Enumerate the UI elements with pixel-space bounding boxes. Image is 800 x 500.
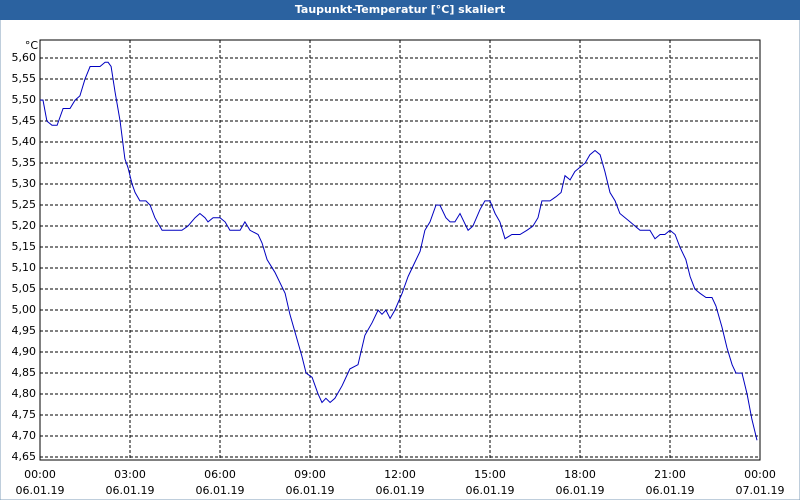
y-tick-label: 5,00 xyxy=(12,303,37,316)
x-tick-label: 00:00 xyxy=(24,468,56,481)
y-tick-label: 5,40 xyxy=(12,135,37,148)
y-tick-label: 5,45 xyxy=(12,114,37,127)
x-tick-date: 06.01.19 xyxy=(286,484,335,497)
x-tick-date: 06.01.19 xyxy=(466,484,515,497)
x-tick-label: 21:00 xyxy=(654,468,686,481)
x-tick-label: 06:00 xyxy=(204,468,236,481)
data-line xyxy=(40,61,758,441)
x-tick-date: 06.01.19 xyxy=(16,484,65,497)
y-tick-label: 4,75 xyxy=(12,408,37,421)
x-tick-label: 03:00 xyxy=(114,468,146,481)
y-tick-label: 5,25 xyxy=(12,198,37,211)
y-tick-label: 4,70 xyxy=(12,429,37,442)
y-tick-label: 5,20 xyxy=(12,219,37,232)
chart-title: Taupunkt-Temperatur [°C] skaliert xyxy=(295,3,505,16)
x-tick-label: 09:00 xyxy=(294,468,326,481)
y-tick-label: 5,30 xyxy=(12,177,37,190)
x-tick-date: 06.01.19 xyxy=(646,484,695,497)
x-tick-date: 06.01.19 xyxy=(196,484,245,497)
y-tick-label: 4,85 xyxy=(12,366,37,379)
x-tick-label: 00:00 xyxy=(744,468,776,481)
title-bar xyxy=(0,0,800,20)
x-tick-label: 12:00 xyxy=(384,468,416,481)
x-tick-date: 07.01.19 xyxy=(736,484,785,497)
grid xyxy=(39,40,761,460)
plot-frame xyxy=(39,39,761,461)
y-tick-label: 4,95 xyxy=(12,324,37,337)
y-tick-label: 5,50 xyxy=(12,93,37,106)
y-tick-label: 5,60 xyxy=(12,51,37,64)
y-tick-label: 5,05 xyxy=(12,282,37,295)
y-tick-label: 4,80 xyxy=(12,387,37,400)
y-tick-label: 5,35 xyxy=(12,156,37,169)
y-tick-label: 4,65 xyxy=(12,450,37,463)
x-tick-date: 06.01.19 xyxy=(106,484,155,497)
x-tick-date: 06.01.19 xyxy=(376,484,425,497)
y-unit: °C xyxy=(25,39,39,52)
y-tick-label: 5,15 xyxy=(12,240,37,253)
y-tick-label: 5,55 xyxy=(12,72,37,85)
x-tick-date: 06.01.19 xyxy=(556,484,605,497)
x-tick-label: 15:00 xyxy=(474,468,506,481)
x-tick-label: 18:00 xyxy=(564,468,596,481)
y-tick-label: 5,10 xyxy=(12,261,37,274)
y-tick-label: 4,90 xyxy=(12,345,37,358)
